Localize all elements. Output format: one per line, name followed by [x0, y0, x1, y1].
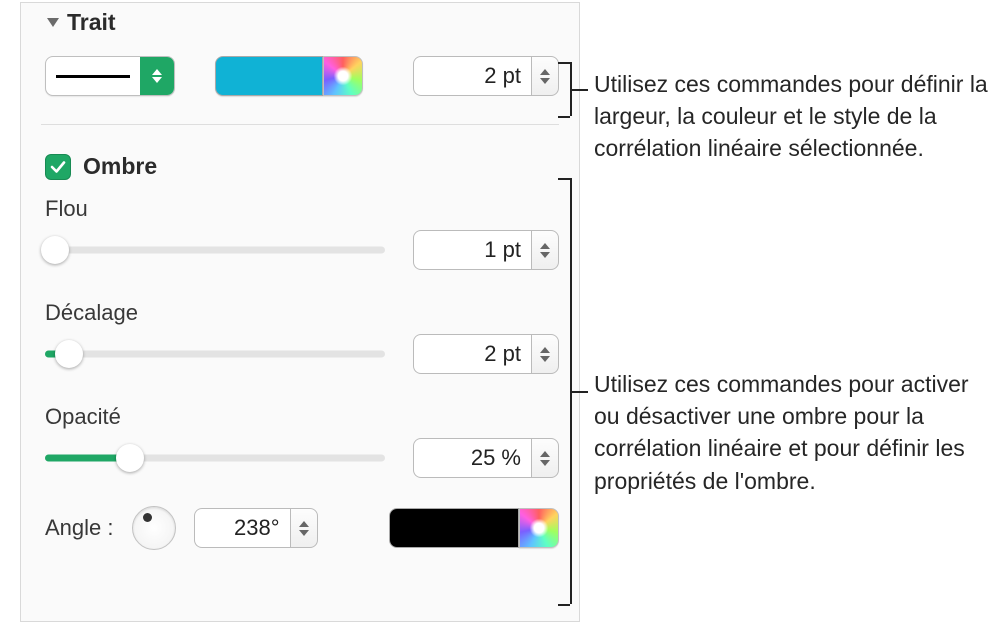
offset-slider[interactable] [45, 338, 385, 370]
blur-stepper [413, 230, 559, 270]
angle-dial[interactable] [132, 506, 176, 550]
angle-row: Angle : [41, 504, 559, 554]
chevron-up-icon [540, 243, 550, 249]
shadow-title: Ombre [83, 153, 157, 180]
callout-trait-text: Utilisez ces commandes pour définir la l… [594, 68, 994, 165]
color-wheel-icon[interactable] [519, 508, 559, 548]
chevron-down-icon [540, 356, 550, 362]
slider-thumb[interactable] [41, 236, 69, 264]
opacity-field[interactable] [413, 438, 531, 478]
opacity-slider[interactable] [45, 442, 385, 474]
select-arrows-icon [140, 57, 174, 95]
disclosure-triangle-icon[interactable] [47, 18, 59, 27]
stroke-width-field[interactable] [413, 56, 531, 96]
stroke-width-stepper [413, 56, 559, 96]
blur-label: Flou [41, 192, 559, 228]
stroke-color-group [215, 56, 363, 96]
opacity-label: Opacité [41, 400, 559, 436]
offset-field[interactable] [413, 334, 531, 374]
blur-row [41, 228, 559, 296]
stroke-style-select[interactable] [45, 56, 175, 96]
chevron-down-icon [299, 530, 309, 536]
stroke-color-swatch[interactable] [215, 56, 323, 96]
angle-indicator-icon [143, 513, 152, 522]
blur-field[interactable] [413, 230, 531, 270]
blur-slider[interactable] [45, 234, 385, 266]
chevron-up-icon [540, 69, 550, 75]
trait-controls-row [41, 40, 559, 124]
shadow-color-group [389, 508, 559, 548]
angle-stepper-buttons[interactable] [290, 508, 318, 548]
check-icon [49, 158, 67, 176]
chevron-up-icon [540, 451, 550, 457]
offset-stepper [413, 334, 559, 374]
offset-label: Décalage [41, 296, 559, 332]
trait-title: Trait [67, 9, 116, 36]
blur-stepper-buttons[interactable] [531, 230, 559, 270]
offset-stepper-buttons[interactable] [531, 334, 559, 374]
slider-thumb[interactable] [55, 340, 83, 368]
stroke-line-preview [46, 75, 140, 78]
angle-label: Angle : [45, 515, 114, 541]
trait-section-header: Trait [41, 3, 559, 40]
shadow-checkbox[interactable] [45, 154, 71, 180]
chevron-down-icon [540, 78, 550, 84]
callouts-layer: Utilisez ces commandes pour définir la l… [558, 0, 998, 625]
shadow-section-header: Ombre [41, 125, 559, 192]
line-icon [56, 75, 130, 78]
style-panel: Trait Ombre [20, 2, 580, 622]
angle-field[interactable] [194, 508, 290, 548]
chevron-down-icon [540, 460, 550, 466]
callout-shadow-text: Utilisez ces commandes pour activer ou d… [594, 368, 994, 497]
color-wheel-icon[interactable] [323, 56, 363, 96]
chevron-up-icon [540, 347, 550, 353]
stroke-width-stepper-buttons[interactable] [531, 56, 559, 96]
opacity-stepper [413, 438, 559, 478]
opacity-stepper-buttons[interactable] [531, 438, 559, 478]
shadow-color-swatch[interactable] [389, 508, 519, 548]
slider-thumb[interactable] [116, 444, 144, 472]
chevron-down-icon [540, 252, 550, 258]
opacity-row [41, 436, 559, 504]
angle-stepper [194, 508, 318, 548]
offset-row [41, 332, 559, 400]
chevron-up-icon [299, 521, 309, 527]
